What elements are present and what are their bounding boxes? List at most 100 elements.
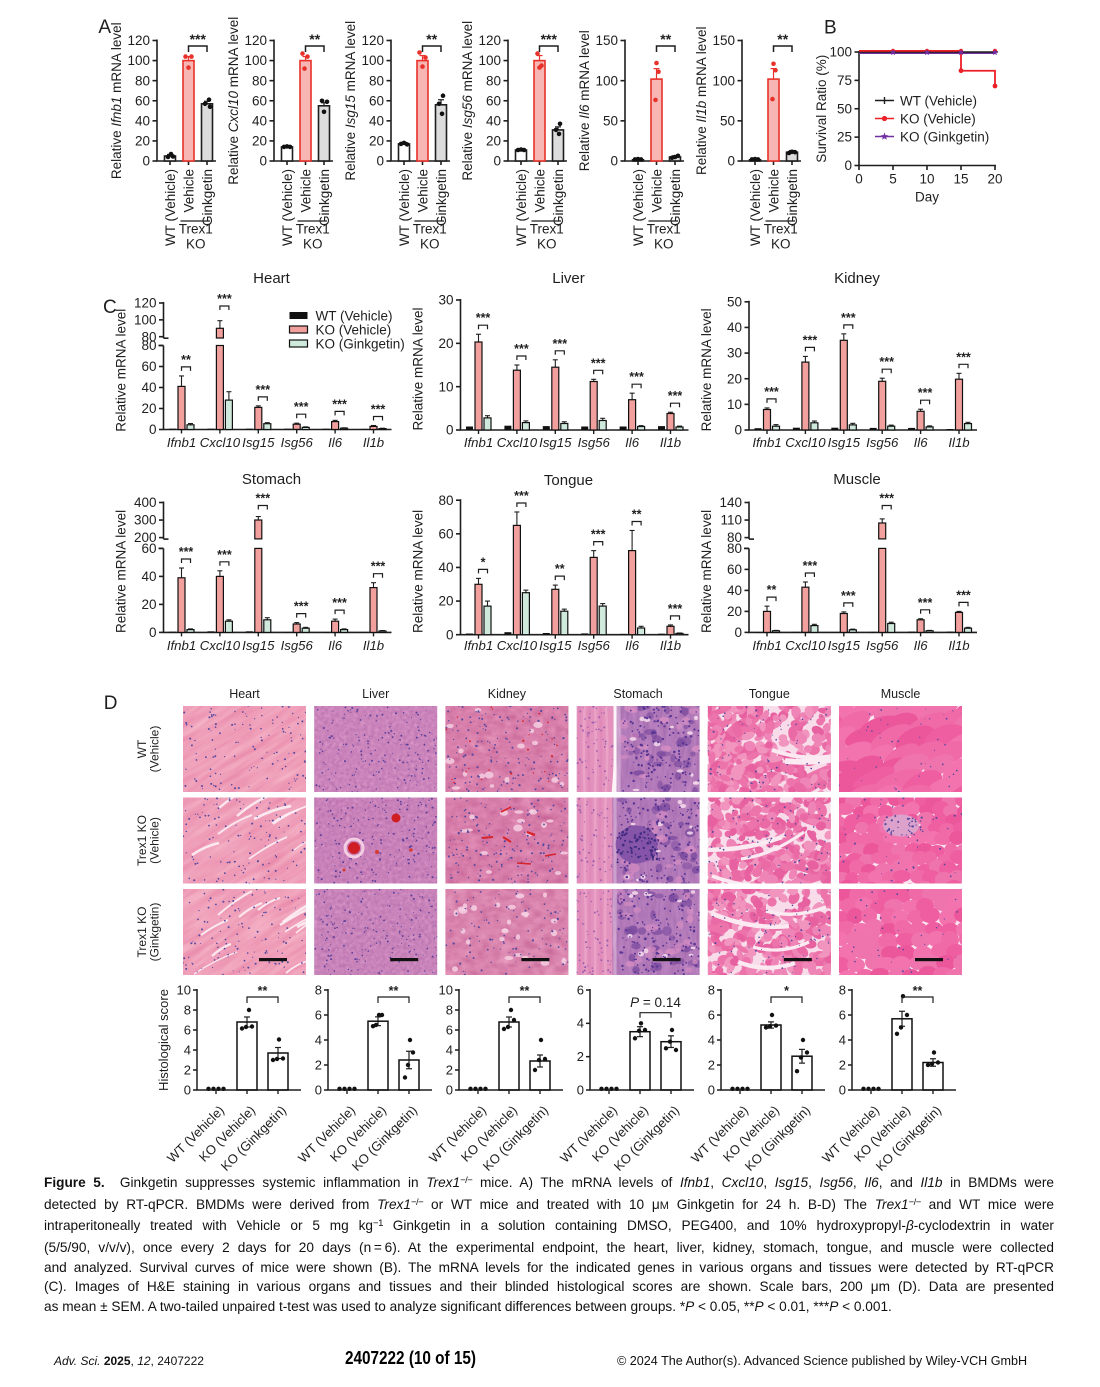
svg-text:Stomach: Stomach	[613, 687, 662, 701]
svg-text:***: ***	[256, 383, 271, 397]
svg-text:***: ***	[841, 311, 856, 325]
svg-text:60: 60	[135, 93, 150, 108]
svg-text:Isg56: Isg56	[281, 638, 314, 653]
svg-text:200: 200	[134, 530, 157, 545]
svg-text:30: 30	[727, 346, 742, 361]
svg-text:120: 120	[134, 296, 157, 311]
svg-text:4: 4	[446, 1042, 453, 1057]
svg-text:6: 6	[839, 1007, 846, 1022]
svg-text:Isg15: Isg15	[828, 435, 861, 450]
svg-text:WT (Vehicle): WT (Vehicle)	[163, 169, 178, 246]
svg-text:50: 50	[720, 113, 735, 128]
svg-text:20: 20	[252, 134, 267, 149]
svg-text:0: 0	[727, 154, 735, 169]
svg-text:20: 20	[727, 371, 742, 386]
svg-text:WT (Vehicle): WT (Vehicle)	[514, 169, 529, 246]
svg-text:KO: KO	[303, 237, 323, 252]
svg-text:Relative mRNA level: Relative mRNA level	[699, 510, 714, 633]
svg-text:40: 40	[438, 560, 453, 575]
svg-text:Relative Isg15 mRNA level: Relative Isg15 mRNA level	[343, 21, 358, 181]
svg-text:60: 60	[252, 93, 267, 108]
svg-text:Trex1: Trex1	[413, 222, 447, 237]
svg-text:60: 60	[438, 526, 453, 541]
svg-text:***: ***	[476, 311, 491, 325]
svg-text:0: 0	[142, 154, 150, 169]
svg-text:Relative Cxcl10 mRNA level: Relative Cxcl10 mRNA level	[226, 17, 241, 185]
svg-text:Isg15: Isg15	[539, 638, 572, 653]
svg-text:50: 50	[837, 101, 852, 116]
svg-text:0: 0	[184, 1082, 191, 1097]
svg-text:***: ***	[668, 602, 683, 616]
svg-text:80: 80	[369, 73, 384, 88]
svg-text:0: 0	[315, 1082, 322, 1097]
svg-text:120: 120	[478, 33, 501, 48]
svg-text:***: ***	[217, 292, 232, 306]
svg-text:2: 2	[315, 1057, 322, 1072]
svg-text:Ifnb1: Ifnb1	[167, 435, 196, 450]
svg-text:4: 4	[577, 1016, 584, 1031]
svg-text:**: **	[660, 31, 671, 47]
svg-text:***: ***	[294, 600, 309, 614]
svg-text:Relative mRNA level: Relative mRNA level	[411, 307, 426, 430]
svg-text:20: 20	[987, 172, 1002, 187]
svg-text:6: 6	[184, 1022, 191, 1037]
svg-text:2: 2	[577, 1049, 584, 1064]
svg-text:Il6: Il6	[914, 435, 929, 450]
svg-text:20: 20	[727, 604, 742, 619]
svg-text:***: ***	[514, 342, 529, 356]
svg-text:40: 40	[141, 569, 156, 584]
svg-text:Il6: Il6	[328, 435, 343, 450]
svg-text:KO (Vehicle): KO (Vehicle)	[316, 322, 392, 337]
svg-text:***: ***	[332, 397, 347, 411]
svg-text:Isg56: Isg56	[866, 435, 899, 450]
svg-text:Il6: Il6	[625, 435, 640, 450]
svg-text:***: ***	[841, 589, 856, 603]
svg-text:**: **	[913, 984, 923, 998]
svg-text:**: **	[181, 353, 191, 367]
svg-text:Trex1: Trex1	[179, 222, 213, 237]
svg-text:Vehicle: Vehicle	[767, 169, 782, 213]
svg-text:100: 100	[244, 53, 267, 68]
svg-text:Il6: Il6	[625, 638, 640, 653]
svg-text:8: 8	[839, 982, 846, 997]
svg-text:Vehicle: Vehicle	[416, 169, 431, 213]
svg-text:60: 60	[141, 359, 156, 374]
svg-text:Ifnb1: Ifnb1	[464, 638, 493, 653]
svg-text:***: ***	[879, 492, 894, 506]
svg-text:Liver: Liver	[552, 270, 585, 287]
svg-text:KO (Vehicle): KO (Vehicle)	[900, 111, 976, 126]
svg-text:Vehicle: Vehicle	[650, 169, 665, 213]
svg-text:5: 5	[889, 172, 897, 187]
svg-text:20: 20	[438, 594, 453, 609]
svg-text:A: A	[98, 17, 111, 38]
svg-text:40: 40	[369, 113, 384, 128]
svg-text:150: 150	[712, 33, 735, 48]
svg-text:2: 2	[708, 1057, 715, 1072]
svg-text:***: ***	[217, 548, 232, 562]
svg-text:**: **	[258, 984, 268, 998]
svg-text:**: **	[777, 31, 788, 47]
svg-text:Kidney: Kidney	[834, 270, 880, 287]
svg-text:400: 400	[134, 495, 157, 510]
svg-text:**: **	[426, 31, 437, 47]
svg-text:***: ***	[918, 596, 933, 610]
svg-text:4: 4	[839, 1032, 846, 1047]
svg-text:Histological score: Histological score	[156, 989, 171, 1091]
svg-text:40: 40	[486, 113, 501, 128]
svg-text:***: ***	[371, 403, 386, 417]
svg-text:Il1b: Il1b	[948, 435, 969, 450]
svg-text:*: *	[784, 984, 789, 998]
svg-text:***: ***	[332, 596, 347, 610]
svg-text:Cxcl10: Cxcl10	[200, 638, 241, 653]
svg-text:0: 0	[855, 172, 863, 187]
svg-text:80: 80	[438, 493, 453, 508]
svg-text:4: 4	[315, 1032, 322, 1047]
svg-text:Liver: Liver	[362, 687, 389, 701]
svg-text:Isg15: Isg15	[539, 435, 572, 450]
svg-text:Relative mRNA level: Relative mRNA level	[114, 309, 129, 432]
svg-text:80: 80	[727, 541, 742, 556]
svg-text:Isg56: Isg56	[866, 638, 899, 653]
svg-text:Trex1: Trex1	[530, 222, 564, 237]
svg-text:KO: KO	[771, 237, 791, 252]
svg-text:Ginkgetin: Ginkgetin	[668, 169, 683, 226]
